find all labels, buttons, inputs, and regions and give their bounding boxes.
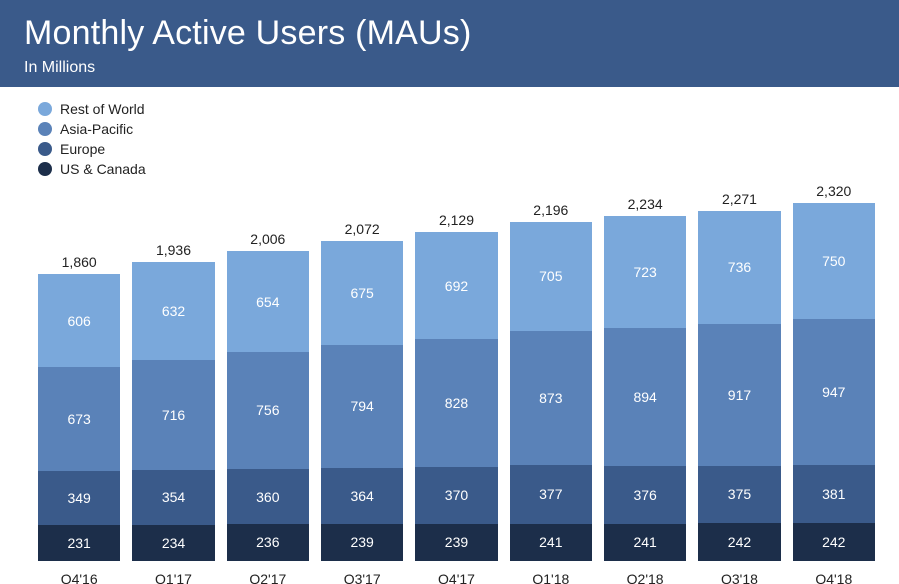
bar-group: 2,072 239364794675 bbox=[321, 221, 403, 560]
bar-segment: 873 bbox=[510, 331, 592, 466]
bar-segment: 632 bbox=[132, 262, 214, 359]
bar-segment: 736 bbox=[698, 211, 780, 324]
legend-item: Europe bbox=[38, 141, 875, 157]
bar-segment: 241 bbox=[604, 524, 686, 561]
x-axis-label: Q3'18 bbox=[698, 571, 780, 584]
bar-segment: 716 bbox=[132, 360, 214, 470]
x-axis-label: Q2'17 bbox=[227, 571, 309, 584]
bar-stack: 242375917736 bbox=[698, 211, 780, 561]
legend-swatch bbox=[38, 122, 52, 136]
bar-segment: 364 bbox=[321, 468, 403, 524]
chart-title: Monthly Active Users (MAUs) bbox=[24, 14, 875, 53]
legend-label: Asia-Pacific bbox=[60, 121, 133, 137]
bar-segment: 349 bbox=[38, 471, 120, 525]
bar-segment: 894 bbox=[604, 328, 686, 466]
bar-total-label: 1,936 bbox=[132, 242, 214, 258]
bar-total-label: 2,320 bbox=[793, 183, 875, 199]
bar-group: 2,006 236360756654 bbox=[227, 231, 309, 560]
bar-total-label: 2,196 bbox=[510, 202, 592, 218]
bar-segment: 606 bbox=[38, 274, 120, 367]
bar-group: 2,129 239370828692 bbox=[415, 212, 497, 560]
legend-swatch bbox=[38, 162, 52, 176]
bar-segment: 370 bbox=[415, 467, 497, 524]
legend-swatch bbox=[38, 102, 52, 116]
header-band: Monthly Active Users (MAUs) In Millions bbox=[0, 0, 899, 87]
legend-label: Europe bbox=[60, 141, 105, 157]
bar-total-label: 2,129 bbox=[415, 212, 497, 228]
bar-segment: 723 bbox=[604, 216, 686, 327]
bar-group: 2,234 241376894723 bbox=[604, 196, 686, 560]
bar-stack: 231349673606 bbox=[38, 274, 120, 561]
legend-label: Rest of World bbox=[60, 101, 145, 117]
bar-segment: 705 bbox=[510, 222, 592, 331]
x-axis-label: Q1'18 bbox=[510, 571, 592, 584]
legend-swatch bbox=[38, 142, 52, 156]
bar-stack: 241377873705 bbox=[510, 222, 592, 561]
bar-segment: 654 bbox=[227, 251, 309, 352]
bar-segment: 242 bbox=[793, 523, 875, 560]
bar-stack: 239370828692 bbox=[415, 232, 497, 560]
bar-segment: 794 bbox=[321, 345, 403, 467]
slide: Monthly Active Users (MAUs) In Millions … bbox=[0, 0, 899, 584]
bar-stack: 236360756654 bbox=[227, 251, 309, 560]
bar-group: 2,196 241377873705 bbox=[510, 202, 592, 561]
bar-total-label: 2,271 bbox=[698, 191, 780, 207]
x-axis-label: Q4'16 bbox=[38, 571, 120, 584]
bar-group: 1,936 234354716632 bbox=[132, 242, 214, 560]
legend-item: Asia-Pacific bbox=[38, 121, 875, 137]
bar-stack: 239364794675 bbox=[321, 241, 403, 560]
bar-segment: 377 bbox=[510, 465, 592, 523]
legend: Rest of World Asia-Pacific Europe US & Cana… bbox=[38, 101, 875, 177]
bar-segment: 692 bbox=[415, 232, 497, 339]
bar-segment: 241 bbox=[510, 524, 592, 561]
bar-segment: 756 bbox=[227, 352, 309, 469]
bar-segment: 236 bbox=[227, 524, 309, 560]
bars-row: 1,8602313496736061,9362343547166322,0062… bbox=[38, 183, 875, 561]
bar-segment: 354 bbox=[132, 470, 214, 525]
bar-segment: 673 bbox=[38, 367, 120, 471]
x-axis: Q4'16 Q1'17 Q2'17 Q3'17 Q4'17 Q1'18 Q2'18 Q3'18… bbox=[38, 571, 875, 584]
bar-stack: 241376894723 bbox=[604, 216, 686, 560]
bar-segment: 375 bbox=[698, 466, 780, 524]
x-axis-label: Q4'18 bbox=[793, 571, 875, 584]
bar-segment: 828 bbox=[415, 339, 497, 467]
chart-subtitle: In Millions bbox=[24, 59, 875, 77]
bar-segment: 234 bbox=[132, 525, 214, 561]
legend-item: US & Canada bbox=[38, 161, 875, 177]
bar-segment: 239 bbox=[321, 524, 403, 561]
bar-segment: 917 bbox=[698, 324, 780, 465]
legend-label: US & Canada bbox=[60, 161, 146, 177]
x-axis-label: Q2'18 bbox=[604, 571, 686, 584]
bar-segment: 376 bbox=[604, 466, 686, 524]
bar-total-label: 2,006 bbox=[227, 231, 309, 247]
bar-segment: 750 bbox=[793, 203, 875, 319]
bar-group: 1,860 231349673606 bbox=[38, 254, 120, 561]
chart-body: Rest of World Asia-Pacific Europe US & Cana… bbox=[0, 87, 899, 584]
bar-segment: 947 bbox=[793, 319, 875, 465]
bar-segment: 242 bbox=[698, 523, 780, 560]
x-axis-label: Q3'17 bbox=[321, 571, 403, 584]
bar-group: 2,271 242375917736 bbox=[698, 191, 780, 561]
bar-stack: 234354716632 bbox=[132, 262, 214, 560]
bar-total-label: 2,234 bbox=[604, 196, 686, 212]
bar-total-label: 1,860 bbox=[38, 254, 120, 270]
bar-segment: 360 bbox=[227, 469, 309, 525]
x-axis-label: Q1'17 bbox=[132, 571, 214, 584]
bar-stack: 242381947750 bbox=[793, 203, 875, 561]
bar-total-label: 2,072 bbox=[321, 221, 403, 237]
legend-item: Rest of World bbox=[38, 101, 875, 117]
bar-segment: 675 bbox=[321, 241, 403, 345]
chart-area: 1,8602313496736061,9362343547166322,0062… bbox=[38, 183, 875, 584]
bar-segment: 381 bbox=[793, 465, 875, 524]
bar-segment: 239 bbox=[415, 524, 497, 561]
bar-segment: 231 bbox=[38, 525, 120, 561]
bar-group: 2,320 242381947750 bbox=[793, 183, 875, 561]
x-axis-label: Q4'17 bbox=[415, 571, 497, 584]
